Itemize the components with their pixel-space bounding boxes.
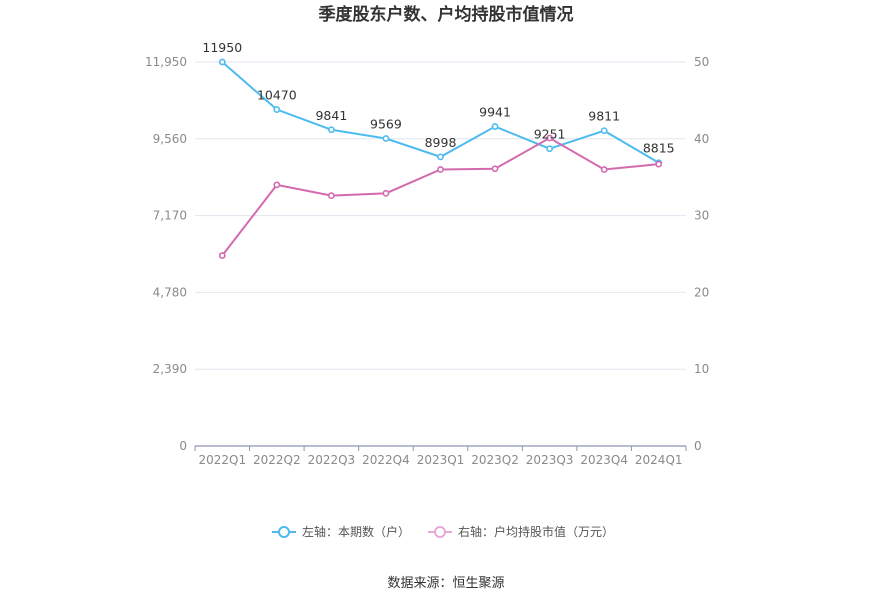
x-axis-tick-label: 2022Q1	[198, 453, 246, 467]
data-point[interactable]	[655, 160, 663, 168]
right-axis-tick-label: 30	[694, 209, 709, 223]
x-axis-tick-label: 2023Q1	[417, 453, 465, 467]
left-axis-tick-label: 2,390	[153, 362, 187, 376]
x-axis-tick-label: 2024Q1	[635, 453, 683, 467]
data-label: 9841	[315, 108, 347, 123]
data-point[interactable]	[382, 135, 390, 142]
legend-label-left: 左轴：本期数（户）	[302, 524, 410, 539]
data-labels: 11950 10470 9841 9569 8998 9941 9251 9811 8815	[202, 40, 674, 156]
legend-item-right-series[interactable]: 右轴：户均持股市值（万元）	[428, 524, 614, 539]
x-axis-tick-label: 2023Q4	[580, 453, 628, 467]
right-axis-tick-label: 40	[694, 132, 709, 146]
data-point[interactable]	[437, 166, 444, 173]
data-label: 8815	[643, 141, 675, 156]
axes: 0 2,390 4,780 7,170 9,560 11,950 0 10 20 30 40 50 20…	[145, 55, 709, 467]
data-point[interactable]	[273, 181, 281, 189]
data-label: 9569	[370, 117, 402, 132]
source-note: 数据来源：恒生聚源	[387, 576, 504, 591]
data-point[interactable]	[273, 106, 281, 113]
data-point[interactable]	[491, 123, 499, 130]
x-axis-tick-label: 2023Q3	[526, 453, 574, 467]
data-label: 10470	[257, 88, 297, 103]
data-point[interactable]	[382, 189, 390, 197]
data-label: 9941	[479, 105, 511, 120]
legend-marker-right	[434, 526, 446, 538]
legend-label-right: 右轴：户均持股市值（万元）	[458, 524, 614, 539]
x-axis-tick-label: 2022Q2	[253, 453, 301, 467]
right-axis-tick-label: 0	[694, 439, 702, 453]
legend-marker-left	[278, 526, 290, 538]
left-axis-tick-label: 0	[179, 439, 187, 453]
data-label: 8998	[425, 135, 457, 150]
series-layer	[218, 58, 663, 259]
data-label: 9251	[534, 127, 566, 142]
legend: 左轴：本期数（户） 右轴：户均持股市值（万元）	[272, 524, 614, 539]
data-point[interactable]	[491, 165, 499, 173]
left-axis-tick-label: 11,950	[145, 55, 187, 69]
left-axis-tick-label: 7,170	[153, 209, 187, 223]
data-label: 11950	[202, 40, 242, 55]
data-point[interactable]	[327, 192, 335, 200]
data-label: 9811	[588, 109, 620, 124]
right-axis-tick-label: 50	[694, 55, 709, 69]
x-axis-tick-label: 2022Q3	[308, 453, 356, 467]
data-point[interactable]	[546, 145, 554, 153]
data-point[interactable]	[327, 126, 335, 134]
data-point[interactable]	[546, 134, 554, 142]
data-point[interactable]	[218, 252, 226, 259]
left-axis-tick-label: 9,560	[153, 132, 187, 146]
right-axis-tick-label: 10	[694, 362, 709, 376]
left-axis-tick-label: 4,780	[153, 285, 187, 299]
grid-lines	[195, 61, 686, 370]
data-point[interactable]	[600, 127, 608, 135]
right-axis-tick-label: 20	[694, 285, 709, 299]
x-axis-tick-label: 2022Q4	[362, 453, 410, 467]
chart-title: 季度股东户数、户均持股市值情况	[319, 4, 574, 25]
data-point[interactable]	[437, 153, 444, 161]
data-point[interactable]	[600, 166, 608, 173]
data-point[interactable]	[218, 58, 226, 66]
legend-item-left-series[interactable]: 左轴：本期数（户）	[272, 524, 410, 539]
x-axis-tick-label: 2023Q2	[471, 453, 519, 467]
